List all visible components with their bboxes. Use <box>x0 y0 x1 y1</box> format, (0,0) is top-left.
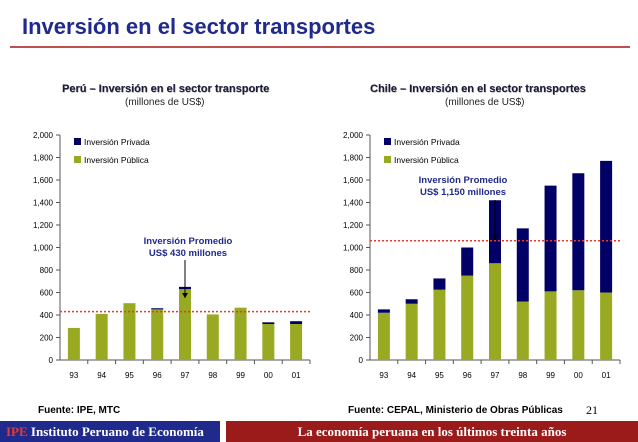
bar-public-93 <box>67 327 80 360</box>
bar-private-93 <box>377 309 390 313</box>
bar-public-99 <box>234 307 247 360</box>
bar-public-96 <box>151 309 164 360</box>
bar-public-94 <box>95 313 108 360</box>
x-tick-label: 00 <box>264 371 273 380</box>
legend-label-public: Inversión Pública <box>394 155 459 165</box>
chart-peru: 0 200 400 600 800 1,000 1,200 1,400 1,600 1,800 2,… <box>33 131 311 380</box>
annotation-arrowhead <box>182 293 188 298</box>
x-tick-label: 98 <box>208 371 217 380</box>
y-tick-label: 600 <box>40 289 54 298</box>
y-tick-label: 2,000 <box>33 131 54 140</box>
legend-swatch-public <box>74 156 81 163</box>
page-number: 21 <box>586 403 598 417</box>
y-tick-label: 400 <box>40 311 54 320</box>
y-tick-label: 800 <box>350 266 364 275</box>
y-tick-label: 400 <box>350 311 364 320</box>
annotation-line2: US$ 1,150 millones <box>420 187 506 198</box>
annotation-arrowhead <box>492 235 498 240</box>
bar-private-01 <box>290 321 303 324</box>
footer-org-name: Instituto Peruano de Economía <box>30 424 204 439</box>
x-tick-label: 99 <box>236 371 245 380</box>
bar-public-95 <box>123 303 136 360</box>
y-tick-label: 2,000 <box>343 131 364 140</box>
bar-public-94 <box>405 303 418 360</box>
source-chile: Fuente: CEPAL, Ministerio de Obras Públi… <box>348 405 563 416</box>
y-tick-label: 1,200 <box>343 221 364 230</box>
chart-title-peru: Perú – Inversión en el sector transporte <box>62 83 270 95</box>
x-tick-label: 99 <box>546 371 555 380</box>
annotation-line2: US$ 430 millones <box>149 248 227 259</box>
x-tick-label: 96 <box>153 371 162 380</box>
x-tick-label: 98 <box>518 371 527 380</box>
y-tick-label: 600 <box>350 289 364 298</box>
y-tick-label: 1,200 <box>33 221 54 230</box>
x-tick-label: 93 <box>379 371 388 380</box>
y-tick-label: 0 <box>359 356 364 365</box>
chart-subtitle-chile: (millones de US$) <box>445 97 525 108</box>
x-tick-label: 96 <box>463 371 472 380</box>
footer-brand: IPE <box>6 424 28 439</box>
legend-swatch-public <box>384 156 391 163</box>
bar-public-99 <box>544 291 557 360</box>
footer-institute: IPE Instituto Peruano de Economía <box>0 421 220 442</box>
y-tick-label: 200 <box>40 334 54 343</box>
y-tick-label: 1,600 <box>33 176 54 185</box>
chart-chile: 0 200 400 600 800 1,000 1,200 1,400 1,600 1,800 2,… <box>343 131 621 380</box>
footer-tagline: La economía peruana en los últimos trein… <box>226 421 638 442</box>
x-tick-label: 94 <box>97 371 106 380</box>
bar-private-94 <box>405 299 418 304</box>
legend-label-public: Inversión Pública <box>84 155 149 165</box>
y-tick-label: 1,000 <box>343 244 364 253</box>
bar-private-96 <box>461 247 474 276</box>
bar-private-00 <box>572 173 585 291</box>
x-tick-label: 97 <box>491 371 500 380</box>
x-tick-label: 01 <box>602 371 611 380</box>
bar-public-95 <box>433 289 446 360</box>
source-peru: Fuente: IPE, MTC <box>38 405 121 416</box>
x-tick-label: 00 <box>574 371 583 380</box>
bar-private-99 <box>544 185 557 292</box>
bar-public-01 <box>600 292 613 360</box>
y-tick-label: 1,800 <box>343 154 364 163</box>
bar-private-98 <box>516 228 529 302</box>
x-tick-label: 95 <box>435 371 444 380</box>
legend-swatch-private <box>74 138 81 145</box>
bar-public-00 <box>262 324 275 360</box>
legend-label-private: Inversión Privada <box>394 137 460 147</box>
bar-private-96 <box>151 308 164 310</box>
bar-public-01 <box>290 324 303 360</box>
title-divider <box>10 46 630 48</box>
bar-public-96 <box>461 275 474 360</box>
legend-label-private: Inversión Privada <box>84 137 150 147</box>
bar-public-93 <box>377 312 390 360</box>
bar-public-00 <box>572 290 585 360</box>
bar-public-98 <box>516 301 529 360</box>
y-tick-label: 1,600 <box>343 176 364 185</box>
page-title: Inversión en el sector transportes <box>22 14 376 39</box>
y-tick-label: 0 <box>49 356 54 365</box>
chart-subtitle-peru: (millones de US$) <box>125 97 205 108</box>
bar-private-00 <box>262 322 275 324</box>
bar-public-97 <box>489 263 501 360</box>
x-tick-label: 97 <box>181 371 190 380</box>
x-tick-label: 95 <box>125 371 134 380</box>
chart-title-chile: Chile – Inversión en el sector transport… <box>370 83 586 95</box>
bar-private-01 <box>600 160 613 293</box>
y-tick-label: 800 <box>40 266 54 275</box>
annotation-line1: Inversión Promedio <box>144 236 233 247</box>
bar-public-97 <box>179 289 191 360</box>
bar-public-98 <box>206 314 219 360</box>
y-tick-label: 1,800 <box>33 154 54 163</box>
y-tick-label: 1,400 <box>33 199 54 208</box>
y-tick-label: 200 <box>350 334 364 343</box>
legend-swatch-private <box>384 138 391 145</box>
x-tick-label: 93 <box>69 371 78 380</box>
x-tick-label: 01 <box>292 371 301 380</box>
annotation-line1: Inversión Promedio <box>419 175 508 186</box>
y-tick-label: 1,000 <box>33 244 54 253</box>
y-tick-label: 1,400 <box>343 199 364 208</box>
bar-private-95 <box>433 278 446 290</box>
x-tick-label: 94 <box>407 371 416 380</box>
